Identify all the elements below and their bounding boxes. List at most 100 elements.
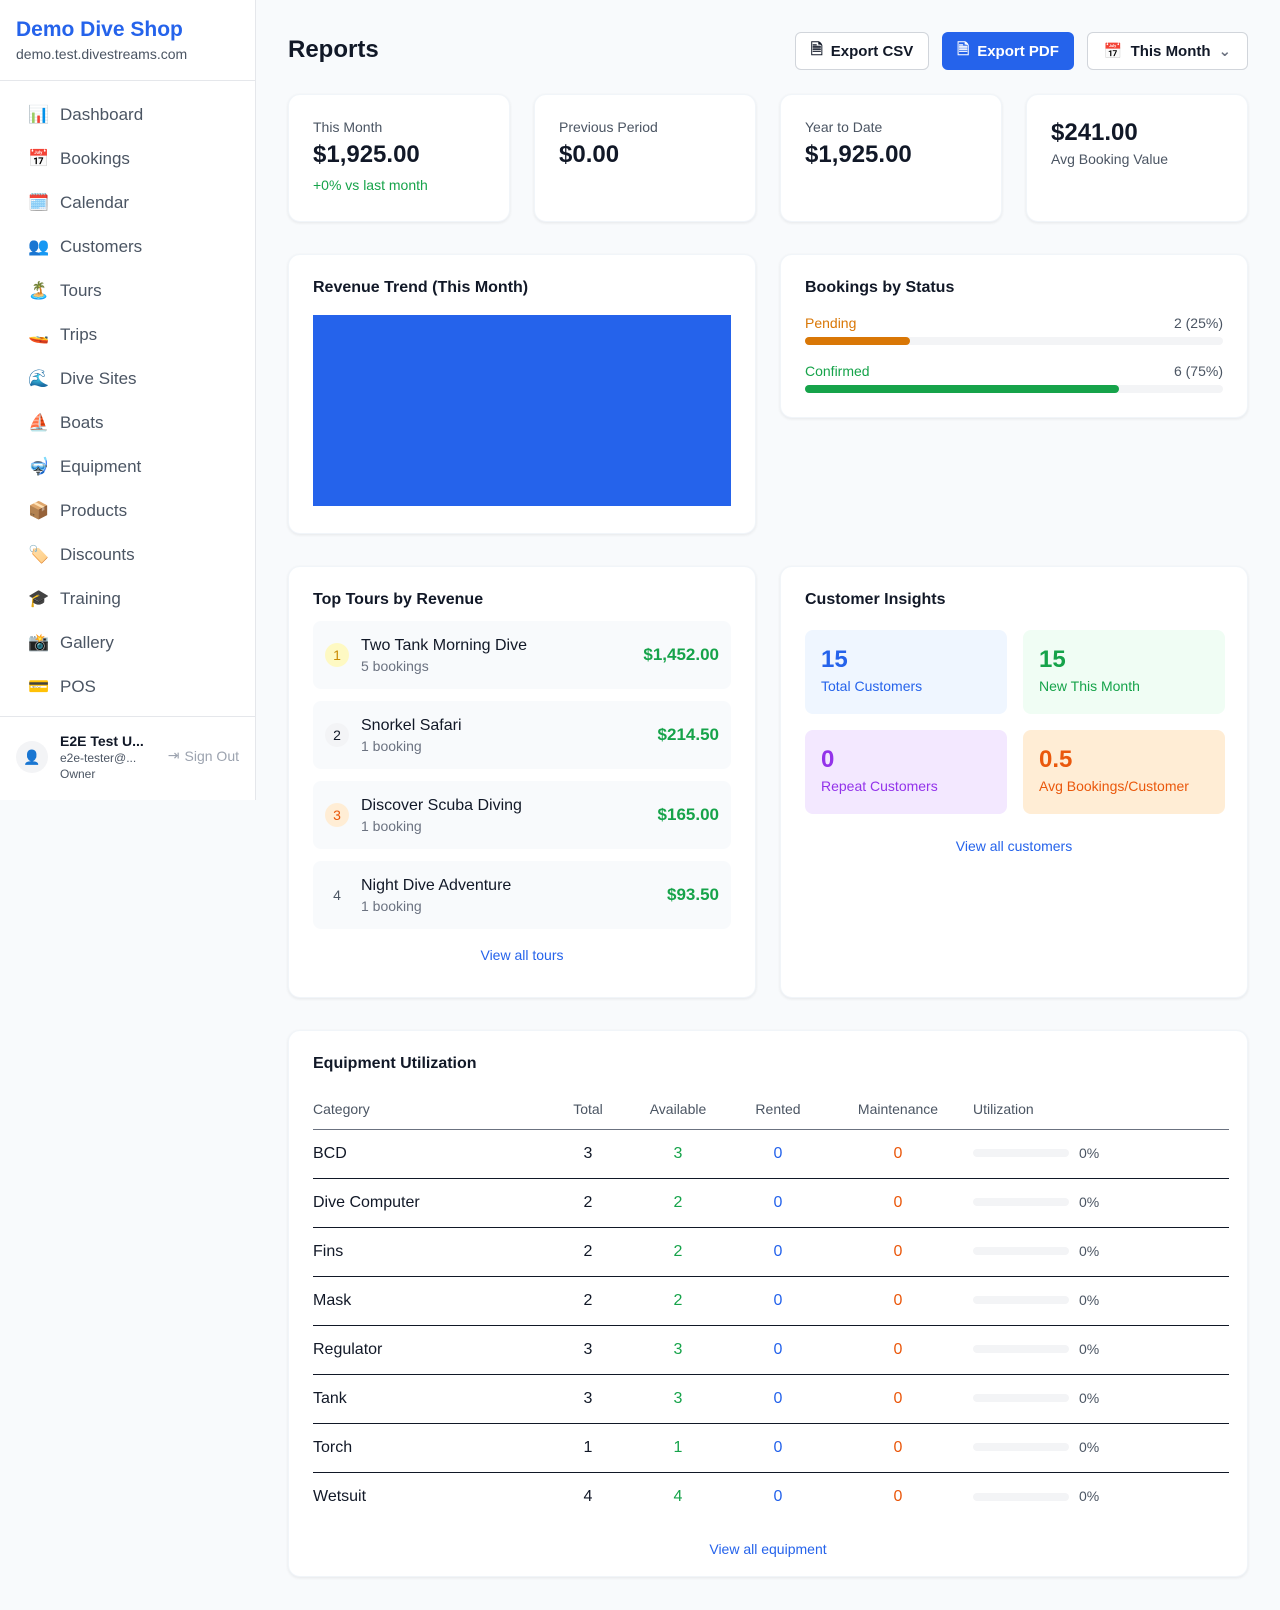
user-avatar-icon: 👤 bbox=[16, 741, 48, 773]
insight-label: Total Customers bbox=[821, 678, 923, 694]
pos-icon: 💳 bbox=[28, 677, 50, 696]
cell-rented: 0 bbox=[733, 1276, 823, 1326]
tour-item[interactable]: 1 Two Tank Morning Dive 5 bookings $1,452.0… bbox=[313, 621, 731, 689]
cell-available: 2 bbox=[623, 1178, 733, 1228]
sidebar-item-label: Calendar bbox=[60, 193, 129, 212]
sidebar-item-equipment[interactable]: 🤿 Equipment bbox=[0, 445, 255, 489]
sign-out-label: Sign Out bbox=[184, 747, 239, 764]
tour-revenue: $93.50 bbox=[667, 885, 719, 904]
cell-maintenance: 0 bbox=[823, 1227, 973, 1277]
tour-bookings: 1 booking bbox=[361, 817, 422, 834]
period-select[interactable]: 📅 This Month ⌄ bbox=[1087, 32, 1248, 70]
table-row: Fins 2 2 0 0 0% bbox=[313, 1227, 1229, 1277]
insight-total-customers: 15 Total Customers bbox=[805, 630, 1007, 714]
insight-repeat-customers: 0 Repeat Customers bbox=[805, 730, 1007, 814]
calendar-icon: 🗓️ bbox=[28, 193, 50, 212]
rank-badge: 4 bbox=[333, 887, 341, 903]
stat-card-year-to-date: Year to Date $1,925.00 bbox=[780, 94, 1002, 222]
cell-utilization: 0% bbox=[973, 1129, 1229, 1179]
cell-total: 2 bbox=[553, 1178, 623, 1228]
status-progress-fill bbox=[805, 385, 1119, 393]
tour-bookings: 1 booking bbox=[361, 737, 422, 754]
tour-item[interactable]: 4 Night Dive Adventure 1 booking $93.50 bbox=[313, 861, 731, 929]
equipment-table: Category Total Available Rented Maintenance U… bbox=[313, 1089, 1229, 1521]
cell-category: Torch bbox=[313, 1423, 553, 1473]
cell-available: 3 bbox=[623, 1325, 733, 1375]
sidebar-item-gallery[interactable]: 📸 Gallery bbox=[0, 621, 255, 665]
equipment-utilization-card: Equipment Utilization Category Total Avail… bbox=[288, 1030, 1248, 1577]
cell-rented: 0 bbox=[773, 1487, 783, 1505]
cell-rented: 0 bbox=[733, 1178, 823, 1228]
view-all-tours-link[interactable]: View all tours bbox=[480, 947, 564, 963]
sidebar-item-training[interactable]: 🎓 Training bbox=[0, 577, 255, 621]
stat-label: Avg Booking Value bbox=[1051, 151, 1169, 167]
table-row: Wetsuit 4 4 0 0 0% bbox=[313, 1472, 1229, 1521]
cell-total: 2 bbox=[553, 1227, 623, 1277]
cell-total: 3 bbox=[553, 1129, 623, 1179]
export-pdf-button[interactable]: 🗎 Export PDF bbox=[942, 32, 1074, 70]
sign-out-button[interactable]: ⇥ Sign Out bbox=[168, 747, 239, 764]
sidebar-item-trips[interactable]: 🚤 Trips bbox=[0, 313, 255, 357]
sidebar-item-customers[interactable]: 👥 Customers bbox=[0, 225, 255, 269]
tours-icon: 🏝️ bbox=[28, 281, 50, 300]
status-row-confirmed: Confirmed 6 (75%) bbox=[805, 363, 1223, 393]
utilization-percent: 0% bbox=[1079, 1389, 1100, 1406]
tour-name: Discover Scuba Diving bbox=[361, 796, 522, 814]
tour-item[interactable]: 2 Snorkel Safari 1 booking $214.50 bbox=[313, 701, 731, 769]
bookings-icon: 📅 bbox=[28, 149, 50, 168]
cell-rented: 0 bbox=[733, 1129, 823, 1179]
insight-value: 0.5 bbox=[1039, 746, 1073, 773]
cell-category: BCD bbox=[313, 1129, 553, 1179]
insight-value: 0 bbox=[821, 746, 835, 773]
sidebar-item-tours[interactable]: 🏝️ Tours bbox=[0, 269, 255, 313]
sidebar-item-pos[interactable]: 💳 POS bbox=[0, 665, 255, 709]
card-title: Revenue Trend (This Month) bbox=[313, 279, 529, 296]
brand-name[interactable]: Demo Dive Shop bbox=[16, 18, 183, 41]
cell-maintenance: 0 bbox=[823, 1276, 973, 1326]
insight-avg-bookings: 0.5 Avg Bookings/Customer bbox=[1023, 730, 1225, 814]
tour-item[interactable]: 3 Discover Scuba Diving 1 booking $165.00 bbox=[313, 781, 731, 849]
sidebar-item-discounts[interactable]: 🏷️ Discounts bbox=[0, 533, 255, 577]
sign-out-icon: ⇥ bbox=[167, 747, 180, 763]
tour-revenue: $165.00 bbox=[657, 805, 719, 824]
export-csv-button[interactable]: 🗎 Export CSV bbox=[795, 32, 929, 70]
view-all-customers-link[interactable]: View all customers bbox=[955, 838, 1073, 854]
tour-name: Snorkel Safari bbox=[361, 716, 462, 734]
training-icon: 🎓 bbox=[28, 589, 50, 608]
rank-badge: 2 bbox=[325, 723, 349, 747]
sidebar-item-boats[interactable]: ⛵ Boats bbox=[0, 401, 255, 445]
cell-utilization: 0% bbox=[973, 1227, 1229, 1277]
view-all-equipment-link[interactable]: View all equipment bbox=[709, 1541, 827, 1557]
sidebar-item-bookings[interactable]: 📅 Bookings bbox=[0, 137, 255, 181]
sidebar-item-dashboard[interactable]: 📊 Dashboard bbox=[0, 93, 255, 137]
sidebar-item-label: Equipment bbox=[60, 457, 142, 476]
cell-total: 3 bbox=[553, 1325, 623, 1375]
cell-category: Wetsuit bbox=[313, 1487, 367, 1505]
column-header-maintenance: Maintenance bbox=[823, 1089, 973, 1130]
card-title: Bookings by Status bbox=[805, 279, 955, 296]
dashboard-icon: 📊 bbox=[28, 105, 50, 124]
customer-insights-card: Customer Insights 15 Total Customers 15 Ne… bbox=[780, 566, 1248, 998]
cell-maintenance: 0 bbox=[823, 1129, 973, 1179]
sidebar-item-label: Trips bbox=[60, 325, 98, 344]
cell-available: 1 bbox=[623, 1423, 733, 1473]
sidebar-item-calendar[interactable]: 🗓️ Calendar bbox=[0, 181, 255, 225]
cell-total: 2 bbox=[553, 1276, 623, 1326]
card-title: Top Tours by Revenue bbox=[313, 591, 484, 608]
customers-icon: 👥 bbox=[28, 237, 50, 256]
insight-label: Repeat Customers bbox=[821, 778, 938, 794]
sidebar-item-products[interactable]: 📦 Products bbox=[0, 489, 255, 533]
table-row: Torch 1 1 0 0 0% bbox=[313, 1423, 1229, 1473]
cell-maintenance: 0 bbox=[823, 1423, 973, 1473]
cell-category: Tank bbox=[313, 1374, 553, 1424]
sidebar-item-label: Dashboard bbox=[60, 105, 144, 124]
sidebar-item-label: Products bbox=[60, 501, 128, 520]
sidebar-item-dive-sites[interactable]: 🌊 Dive Sites bbox=[0, 357, 255, 401]
file-download-icon: 🗎 bbox=[957, 40, 970, 58]
cell-total: 4 bbox=[583, 1487, 593, 1505]
status-row-pending: Pending 2 (25%) bbox=[805, 315, 1223, 345]
gallery-icon: 📸 bbox=[28, 633, 50, 652]
cell-utilization: 0% bbox=[973, 1472, 1229, 1521]
tour-bookings: 5 bookings bbox=[361, 657, 429, 674]
dive-sites-icon: 🌊 bbox=[28, 369, 50, 388]
